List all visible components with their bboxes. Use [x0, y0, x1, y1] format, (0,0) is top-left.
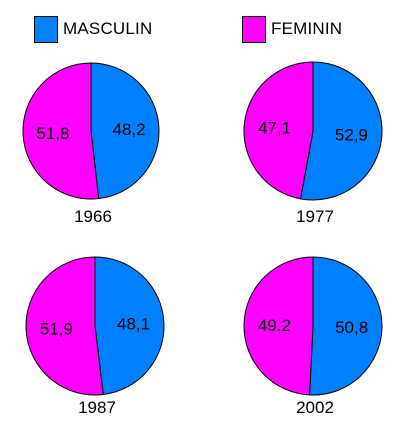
- pie-chart-2002: 50,8 49.2 2002: [243, 256, 383, 417]
- pie-label-masculin-1966: 48,2: [112, 120, 145, 139]
- pie-slice-feminin-1977: [243, 61, 314, 200]
- pie-slice-masculin-2002: [309, 256, 383, 396]
- pie-chart-1966: 48,2 51,8 1966: [22, 62, 160, 226]
- pie-label-feminin-1966: 51,8: [36, 124, 69, 143]
- pie-slice-masculin-1987: [94, 256, 165, 396]
- legend-label-masculin: MASCULIN: [63, 19, 153, 38]
- pie-title-1966: 1966: [74, 207, 112, 226]
- pie-label-masculin-1977: 52,9: [335, 126, 368, 145]
- pie-label-feminin-2002: 49.2: [258, 316, 291, 335]
- pie-chart-1977: 52,9 47,1 1977: [243, 61, 383, 226]
- pie-slice-feminin-2002: [243, 256, 314, 396]
- pie-chart-1987: 48,1 51,9 1987: [25, 256, 165, 417]
- pie-label-feminin-1977: 47,1: [258, 118, 291, 137]
- pie-slice-masculin-1966: [90, 62, 160, 200]
- pie-title-1987: 1987: [78, 398, 116, 417]
- pie-label-masculin-2002: 50,8: [335, 318, 368, 337]
- pie-slice-masculin-1977: [299, 61, 383, 201]
- pie-slice-feminin-1987: [25, 256, 104, 396]
- legend-swatch-masculin: [34, 15, 58, 43]
- pie-slice-feminin-1966: [22, 62, 100, 200]
- pie-label-masculin-1987: 48,1: [117, 315, 150, 334]
- legend-item-feminin: FEMININ: [242, 14, 342, 44]
- legend-item-masculin: MASCULIN: [34, 14, 152, 44]
- pie-title-2002: 2002: [296, 398, 334, 417]
- legend-swatch-feminin: [242, 15, 266, 43]
- pie-label-feminin-1987: 51,9: [40, 319, 73, 338]
- pie-title-1977: 1977: [296, 207, 334, 226]
- legend: MASCULIN FEMININ: [0, 0, 410, 50]
- legend-label-feminin: FEMININ: [271, 19, 343, 38]
